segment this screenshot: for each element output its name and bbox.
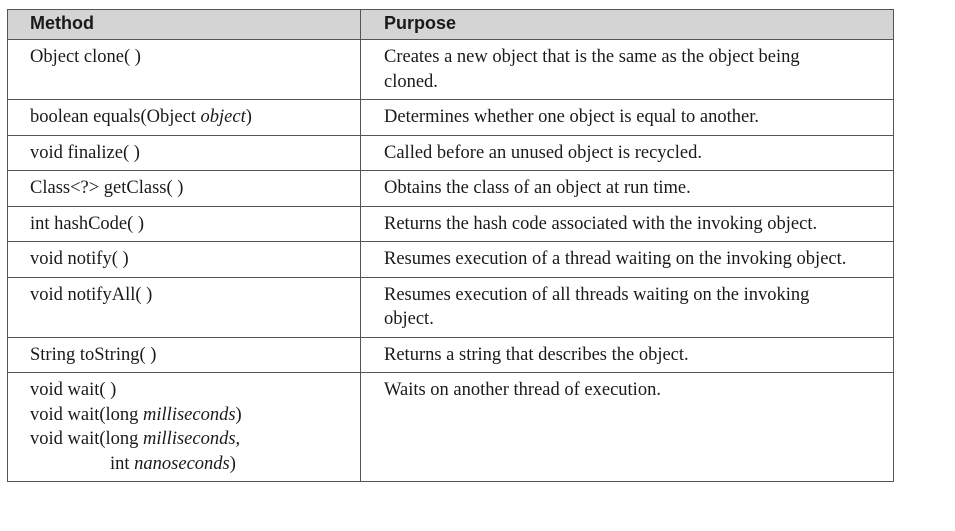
- method-signature-line: void wait( ): [30, 380, 117, 400]
- parameter-name: milliseconds: [143, 404, 236, 425]
- purpose-cell: Called before an unused object is recycl…: [360, 134, 894, 171]
- method-signature-text: void wait(long: [30, 429, 144, 449]
- method-cell: void notifyAll( ): [7, 276, 361, 338]
- method-signature-text: void wait(long: [30, 404, 144, 425]
- purpose-cell: Obtains the class of an object at run ti…: [360, 170, 894, 207]
- method-signature-line: void wait(long milliseconds): [30, 403, 352, 428]
- method-cell: Object clone( ): [7, 39, 361, 100]
- method-signature-text: ): [229, 453, 236, 474]
- table-row: void finalize( ) Called before an unused…: [7, 134, 894, 171]
- table-row: Object clone( ) Creates a new object tha…: [7, 39, 894, 100]
- purpose-cell: Returns the hash code associated with th…: [360, 205, 894, 242]
- method-cell: boolean equals(Object object): [7, 99, 361, 136]
- method-column-header: Method: [7, 9, 361, 40]
- method-signature-line: void wait(long milliseconds,: [30, 427, 352, 452]
- parameter-name: milliseconds: [143, 429, 236, 449]
- table-row: void notify( ) Resumes execution of a th…: [7, 241, 894, 278]
- method-signature-line: int nanoseconds): [30, 452, 352, 477]
- table-row: void notifyAll( ) Resumes execution of a…: [7, 276, 894, 338]
- purpose-column-header: Purpose: [360, 9, 894, 40]
- method-signature-text: ): [245, 107, 252, 127]
- method-cell: void wait( ) void wait(long milliseconds…: [7, 372, 361, 482]
- purpose-cell: Returns a string that describes the obje…: [360, 336, 894, 373]
- header-row: Method Purpose: [7, 9, 894, 40]
- method-cell: String toString( ): [7, 336, 361, 373]
- purpose-cell: Resumes execution of a thread waiting on…: [360, 241, 894, 278]
- method-signature-text: boolean equals(Object: [30, 107, 201, 127]
- method-cell: Class<?> getClass( ): [7, 170, 361, 207]
- method-signature-text: ,: [235, 429, 241, 449]
- table-row: String toString( ) Returns a string that…: [7, 336, 894, 373]
- object-methods-table: Method Purpose Object clone( ) Creates a…: [7, 9, 894, 482]
- table-row: void wait( ) void wait(long milliseconds…: [7, 372, 894, 482]
- purpose-cell: Resumes execution of all threads waiting…: [360, 276, 894, 338]
- parameter-name: nanoseconds: [134, 453, 230, 474]
- purpose-cell: Determines whether one object is equal t…: [360, 99, 894, 136]
- parameter-name: object: [200, 107, 246, 127]
- table-row: Class<?> getClass( ) Obtains the class o…: [7, 170, 894, 207]
- table-row: boolean equals(Object object) Determines…: [7, 99, 894, 136]
- purpose-cell: Waits on another thread of execution.: [360, 372, 894, 482]
- table-row: int hashCode( ) Returns the hash code as…: [7, 205, 894, 242]
- method-signature-text: int: [110, 453, 135, 474]
- method-cell: int hashCode( ): [7, 205, 361, 242]
- method-signature-text: ): [235, 404, 242, 425]
- method-cell: void finalize( ): [7, 134, 361, 171]
- purpose-cell: Creates a new object that is the same as…: [360, 39, 894, 100]
- method-cell: void notify( ): [7, 241, 361, 278]
